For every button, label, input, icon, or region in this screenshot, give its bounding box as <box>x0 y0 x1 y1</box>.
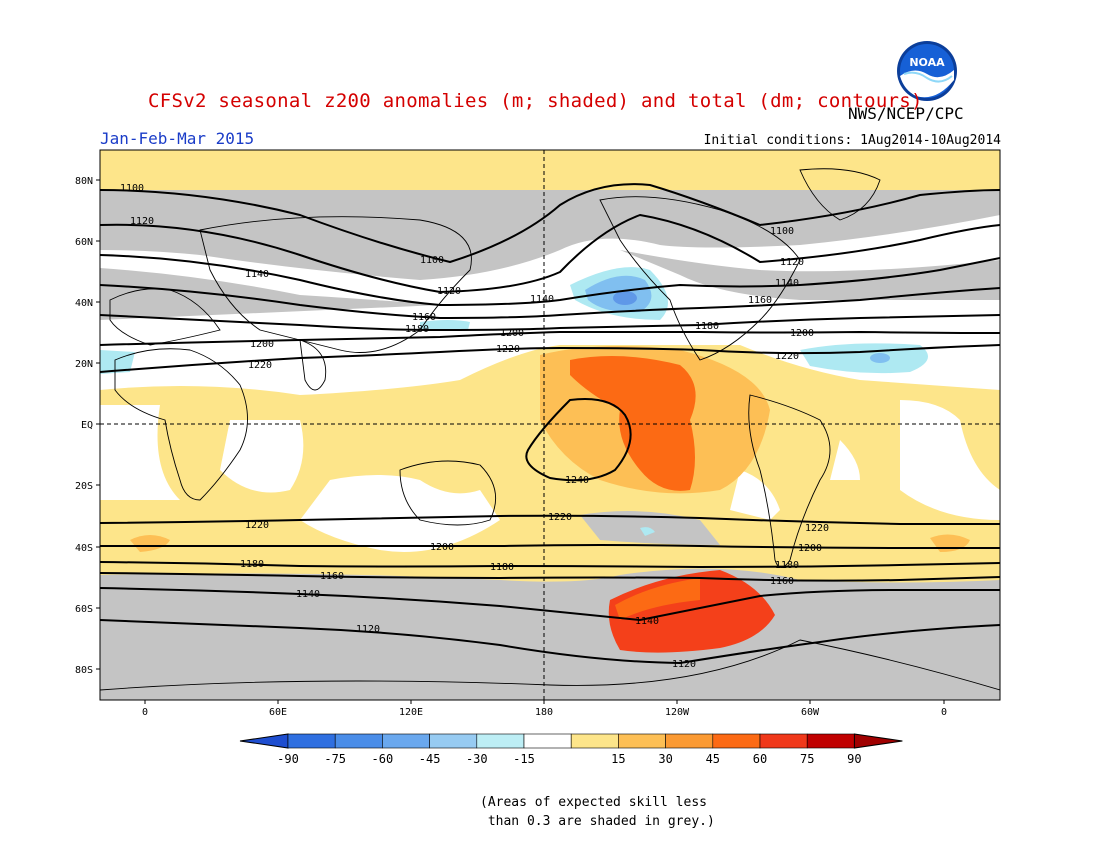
lat-label: 40N <box>75 298 93 309</box>
lat-label: 60N <box>75 237 93 248</box>
contour-label: 1120 <box>130 216 154 227</box>
contour-label: 1220 <box>245 520 269 531</box>
contour-label: 1180 <box>240 559 264 570</box>
grey-low-skill-regions <box>100 190 1000 700</box>
contour-1140 <box>100 254 1000 307</box>
contour-label: 1220 <box>548 512 572 523</box>
longitude-axis: 0 60E 120E 180 120W 60W 0 <box>142 700 947 718</box>
contour-1160 <box>100 284 1000 320</box>
southern-anomaly-max <box>608 570 775 653</box>
noaa-logo: NOAA <box>897 41 957 101</box>
contour-1140-south <box>100 587 1000 622</box>
negative-anomaly-regions <box>100 267 928 536</box>
lon-label: 0 <box>941 707 947 718</box>
contour-label: 1180 <box>695 321 719 332</box>
lon-label: 120W <box>665 707 690 718</box>
height-contours <box>100 183 1000 665</box>
contour-label: 1220 <box>775 351 799 362</box>
contour-label: 1220 <box>805 523 829 534</box>
contour-label: 1160 <box>320 571 344 582</box>
contour-1180 <box>100 314 1000 332</box>
contour-label: 1220 <box>248 360 272 371</box>
latitude-axis: 80N 60N 40N 20N EQ 20S 40S 60S 80S <box>75 176 100 676</box>
antarctica-outline <box>100 639 1000 691</box>
contour-1200 <box>100 330 1000 346</box>
white-neutral-regions <box>100 300 1000 552</box>
contour-label: 1160 <box>748 295 772 306</box>
south-america-outline <box>748 394 831 568</box>
contour-label: 1120 <box>356 624 380 635</box>
asia-outline <box>199 216 472 353</box>
contour-label: 1180 <box>490 562 514 573</box>
contour-1220-north <box>100 344 1000 373</box>
skill-note: (Areas of expected skill less than 0.3 a… <box>480 795 715 829</box>
contour-label: 1180 <box>775 560 799 571</box>
lat-label: 20S <box>75 481 93 492</box>
contour-label: 1200 <box>790 328 814 339</box>
continent-outlines <box>100 168 1000 691</box>
latitude-ticks <box>96 179 100 670</box>
north-america-outline <box>599 196 801 361</box>
contour-label: 1100 <box>420 255 444 266</box>
contour-label: 1120 <box>780 257 804 268</box>
map-plot-area: 1100 1120 1140 1100 1120 1140 1160 1180 … <box>100 150 1000 700</box>
contour-label: 1140 <box>296 589 320 600</box>
contour-label: 1140 <box>245 269 269 280</box>
map-frame <box>99 149 1001 701</box>
contour-label: 1160 <box>770 576 794 587</box>
contour-label: 1100 <box>770 226 794 237</box>
lat-label: 20N <box>75 359 93 370</box>
lon-label: 180 <box>535 707 553 718</box>
contour-label-group: 1100 1120 1140 1100 1120 1140 1160 1180 … <box>120 183 829 670</box>
contour-label: 1200 <box>430 542 454 553</box>
contour-label: 1200 <box>798 543 822 554</box>
lon-label: 60E <box>269 707 287 718</box>
contour-label: 1140 <box>775 278 799 289</box>
contour-1180-south <box>100 561 1000 569</box>
lat-label: 60S <box>75 604 93 615</box>
longitude-ticks <box>144 700 945 704</box>
contour-label: 1220 <box>496 344 520 355</box>
forecast-period: Jan-Feb-Mar 2015 <box>100 129 255 148</box>
lon-label: 120E <box>399 707 423 718</box>
africa-outline <box>114 348 248 501</box>
contour-1120 <box>100 213 1000 294</box>
contour-label: 1120 <box>437 286 461 297</box>
greenland-outline <box>799 168 881 221</box>
map-title: CFSv2 seasonal z200 anomalies (m; shaded… <box>148 90 923 112</box>
lon-label: 0 <box>142 707 148 718</box>
contour-label: 1200 <box>250 339 274 350</box>
contour-1100 <box>100 183 1000 264</box>
india-outline <box>299 339 327 391</box>
contour-label: 1100 <box>120 183 144 194</box>
lon-label: 60W <box>801 707 820 718</box>
contour-label: 1240 <box>565 475 589 486</box>
contour-1160-south <box>100 572 1000 582</box>
contour-label: 1140 <box>530 294 554 305</box>
contour-label: 1120 <box>672 659 696 670</box>
agency-label: NWS/NCEP/CPC <box>848 104 964 123</box>
contour-label: 1160 <box>412 312 436 323</box>
contour-1200-south <box>100 544 1000 550</box>
initial-conditions: Initial conditions: 1Aug2014-10Aug2014 <box>703 133 1001 148</box>
contour-label: 1200 <box>500 328 524 339</box>
contour-1120-south <box>100 619 1000 665</box>
lat-label: 80S <box>75 665 93 676</box>
lat-label: 80N <box>75 176 93 187</box>
lat-label: EQ <box>81 420 93 431</box>
contour-label: 1180 <box>405 324 429 335</box>
noaa-logo-text: NOAA <box>909 56 945 69</box>
contour-1240 <box>525 398 632 482</box>
lat-label: 40S <box>75 543 93 554</box>
australia-outline <box>399 460 497 526</box>
contour-label: 1140 <box>635 616 659 627</box>
contour-1220-south <box>100 514 1000 526</box>
